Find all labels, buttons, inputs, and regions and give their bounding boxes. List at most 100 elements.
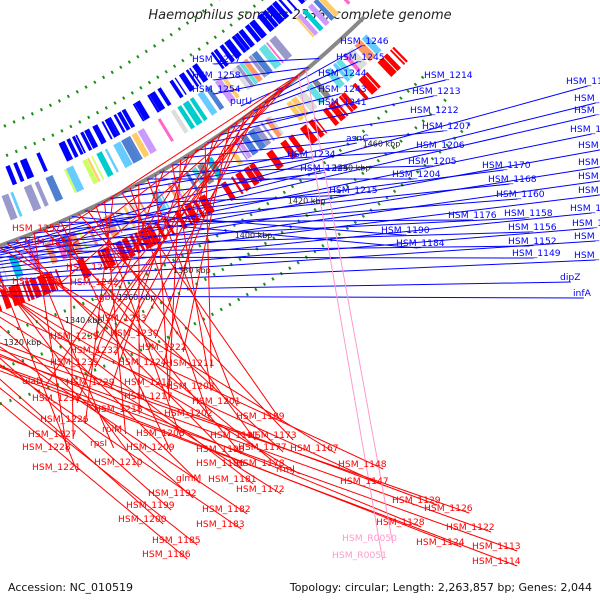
gene-label: HSM_1209 [126,442,175,453]
tick-label: 1420 kbp [288,196,326,205]
leader-line [0,349,470,514]
gene-label: HSM_1148 [338,459,387,470]
forward-category-block-2 [346,47,368,70]
gene-label: HSM_1241 [318,97,367,108]
reverse-category-block-11 [248,55,268,78]
gene-label: HSM_1168 [488,174,537,185]
gene-label: HSM_1130 [574,231,600,242]
forward-category-block-24 [185,171,200,193]
forward-strand-block-51 [0,303,3,312]
leader-line [59,219,470,223]
reverse-strand-block-14 [238,28,255,48]
leader-line [253,77,340,112]
reverse-strand-block-48 [5,165,18,186]
forward-strand-block-50 [0,288,13,310]
leader-line [168,159,182,388]
reverse-strand-block-30 [134,100,150,121]
leader-line [51,225,242,455]
leader-line [0,325,194,499]
leader-line [0,387,198,546]
leader-line [0,259,596,287]
forward-strand-block-12 [313,117,328,134]
gene-label: HSM_1212 [410,105,459,116]
reverse-strand-block-18 [219,44,235,63]
forward-category-block-12 [268,115,284,135]
reverse-strand-block-24 [178,72,195,92]
reverse-category-block-10 [251,50,273,76]
leader-line [94,111,254,342]
forward-strand-block-0 [392,46,408,63]
tick-label: 1440 kbp [333,163,371,172]
reverse-category-block-1 [319,0,340,18]
leader-line [204,144,212,369]
leader-line [0,240,596,282]
forward-category-block-15 [253,124,272,147]
reverse-strand-block-39 [84,128,99,149]
gene-label: HSM_1205 [408,156,457,167]
reverse-strand-block-46 [19,158,35,180]
forward-strand-block-48 [14,283,26,304]
gene-label: HSM_1185 [152,535,201,546]
tick-label: 1360 kbp [118,293,156,302]
reverse-strand-block-12 [249,19,267,39]
reverse-strand-block-13 [244,23,262,43]
gene-label: HSM_1132 [572,218,600,229]
reverse-category-block-34 [82,158,99,185]
gene-label: HSM_1222 [138,342,187,353]
gene-label: HSM_1151 [578,140,600,151]
gene-label: HSM_R0051 [332,550,387,561]
gene-label: HSM_1211 [166,358,215,369]
leader-line [0,357,172,511]
reverse-strand-block-19 [213,48,229,68]
reverse-strand-block-4 [304,0,307,1]
reverse-category-block-2 [313,0,335,21]
leader-line [76,169,165,404]
gene-label: HSM_1113 [472,541,521,552]
leader-line [95,205,182,439]
forward-category-block-7 [312,79,332,100]
gene-label: rrmJ [276,464,295,475]
reverse-category-block-29 [113,141,133,169]
reverse-category-block-25 [137,128,157,155]
reverse-strand-block-16 [231,35,247,54]
reverse-category-block-36 [63,168,78,194]
gene-label: HSM_1159 [574,105,600,116]
leader-line [0,212,592,273]
forward-strand-block-1 [389,49,406,65]
reverse-category-block-5 [297,13,319,36]
reverse-category-block-37 [45,175,64,202]
reverse-category-block-17 [214,78,236,104]
leader-line [154,116,246,339]
forward-category-block-13 [264,117,282,138]
forward-category-block-19 [234,140,248,160]
reverse-category-block-35 [66,165,85,193]
reverse-category-block-32 [91,155,105,180]
forward-strand-block-4 [365,71,381,89]
reverse-strand-block-25 [174,77,187,95]
gene-label: HSM_1152 [508,236,557,247]
reverse-strand-block-20 [210,51,225,70]
leader-line [110,81,292,273]
leader-line [0,295,584,299]
reverse-strand-block-33 [117,111,131,131]
leader-line [97,194,351,206]
leader-line [0,316,282,495]
forward-strand-block-15 [288,134,305,154]
gene-label: HSM_1126 [424,503,473,514]
reverse-strand-block-17 [224,38,242,59]
reverse-strand-block-11 [257,13,275,33]
reverse-category-block-22 [177,105,196,130]
leader-line [213,57,320,65]
gene-label: HSM_1199 [126,500,175,511]
reverse-strand-block-15 [234,32,251,51]
guide-ring-0 [0,0,221,130]
leader-line [77,213,294,441]
leader-line [213,67,309,81]
reverse-strand-block-21 [192,63,209,83]
leader-line [134,142,357,187]
gene-label: HSM_1252 [66,262,115,273]
gene-label: HSM_1242 [70,277,119,288]
gene-label: HSM_1258 [192,70,241,81]
leader-line [0,353,422,528]
forward-strand-block-7 [341,92,358,111]
